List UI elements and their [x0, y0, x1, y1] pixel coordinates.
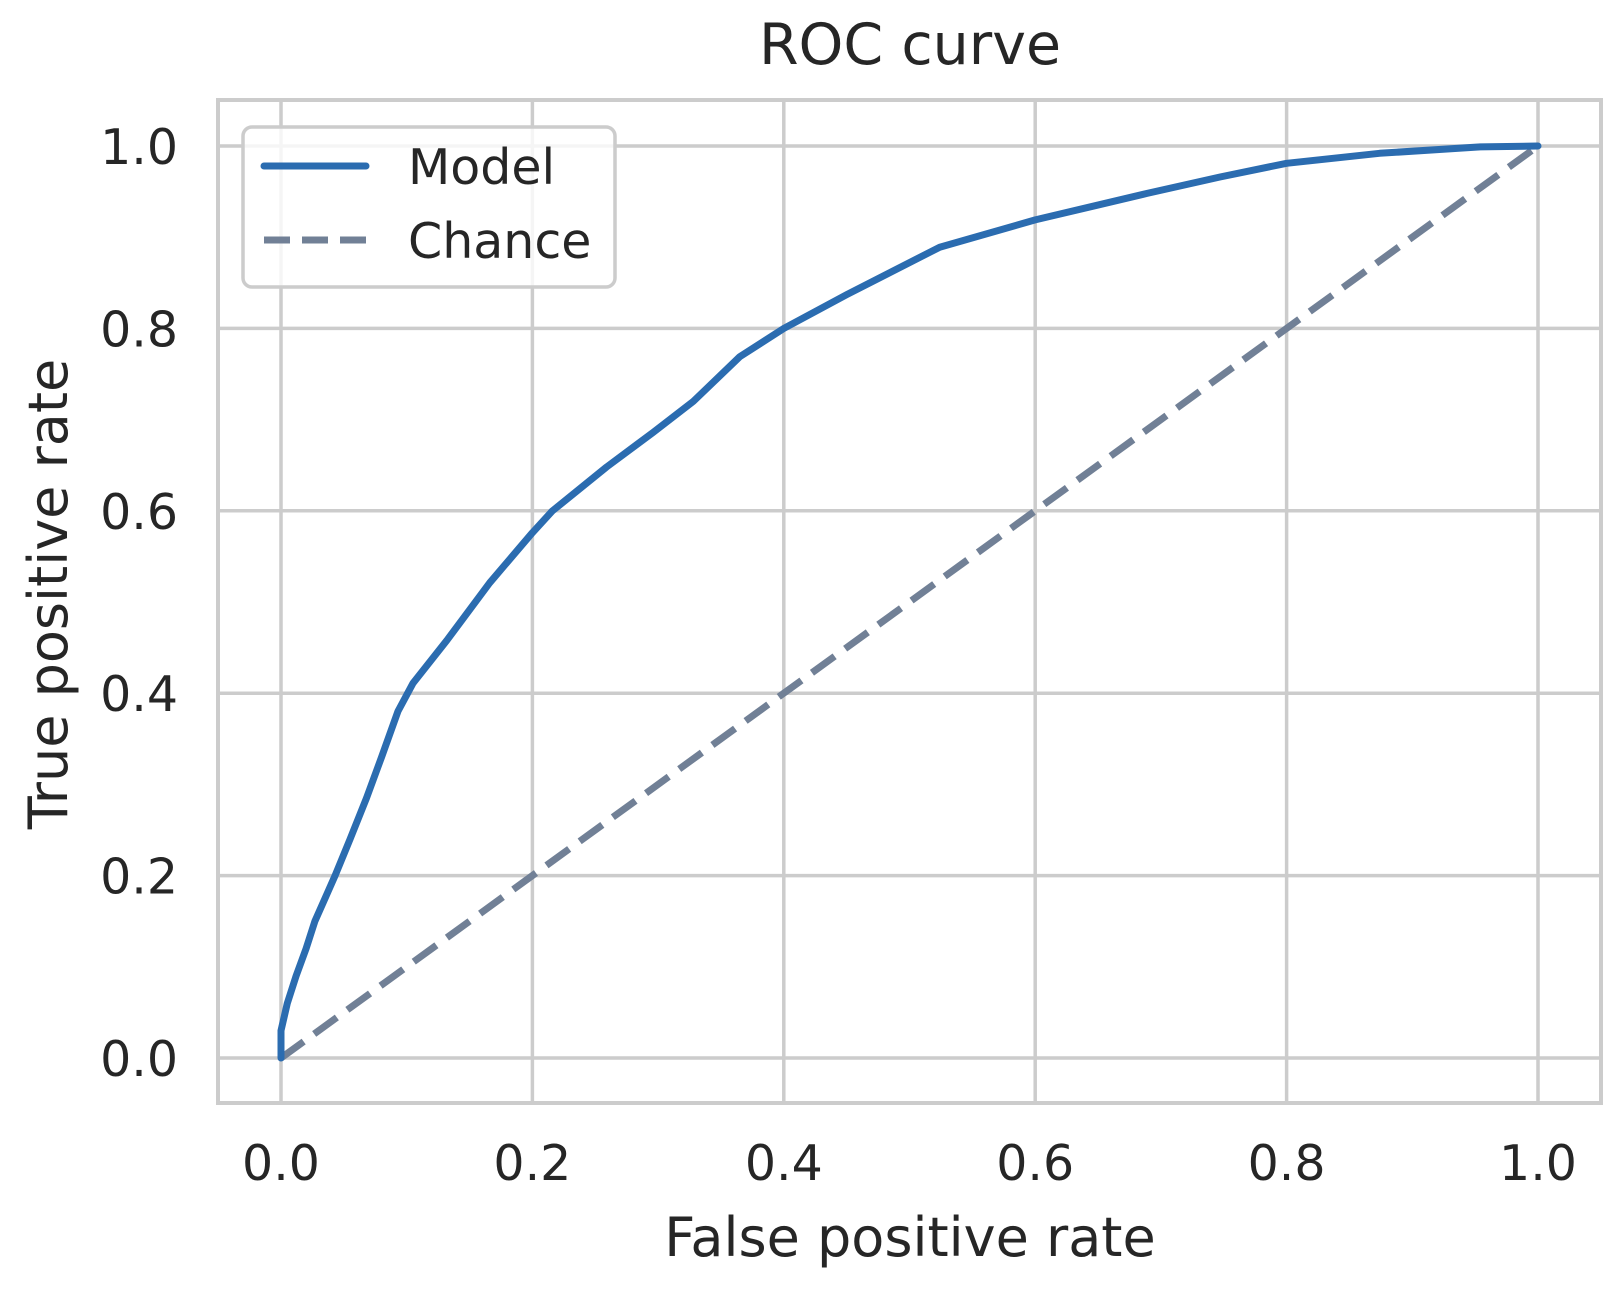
x-tick-labels: 0.0 0.2 0.4 0.6 0.8 1.0	[242, 1135, 1577, 1192]
series-layer	[277, 142, 1542, 1062]
legend-chance-label: Chance	[408, 213, 591, 270]
y-tick-label: 0.2	[100, 849, 178, 906]
x-tick-label: 1.0	[1499, 1135, 1577, 1192]
y-tick-label: 1.0	[100, 119, 178, 176]
chart-title: ROC curve	[759, 12, 1061, 78]
y-tick-label: 0.8	[100, 301, 178, 358]
series-model-line	[277, 142, 1542, 1062]
y-tick-label: 0.6	[100, 484, 178, 541]
x-tick-label: 0.6	[996, 1135, 1074, 1192]
y-gridlines	[218, 144, 1601, 1060]
y-axis-label: True positive rate	[17, 359, 80, 831]
x-tick-label: 0.4	[745, 1135, 823, 1192]
x-tick-label: 0.2	[493, 1135, 571, 1192]
x-axis-label: False positive rate	[664, 1206, 1155, 1269]
axes-frame	[216, 98, 1603, 1105]
y-tick-labels: 0.0 0.2 0.4 0.6 0.8 1.0	[100, 119, 178, 1088]
x-tick-label: 0.8	[1248, 1135, 1326, 1192]
y-tick-label: 0.4	[100, 666, 178, 723]
x-tick-label: 0.0	[242, 1135, 320, 1192]
legend: Model Chance	[241, 125, 617, 289]
y-tick-label: 0.0	[100, 1031, 178, 1088]
series-chance-line	[278, 143, 1541, 1061]
legend-model-label: Model	[408, 139, 555, 196]
